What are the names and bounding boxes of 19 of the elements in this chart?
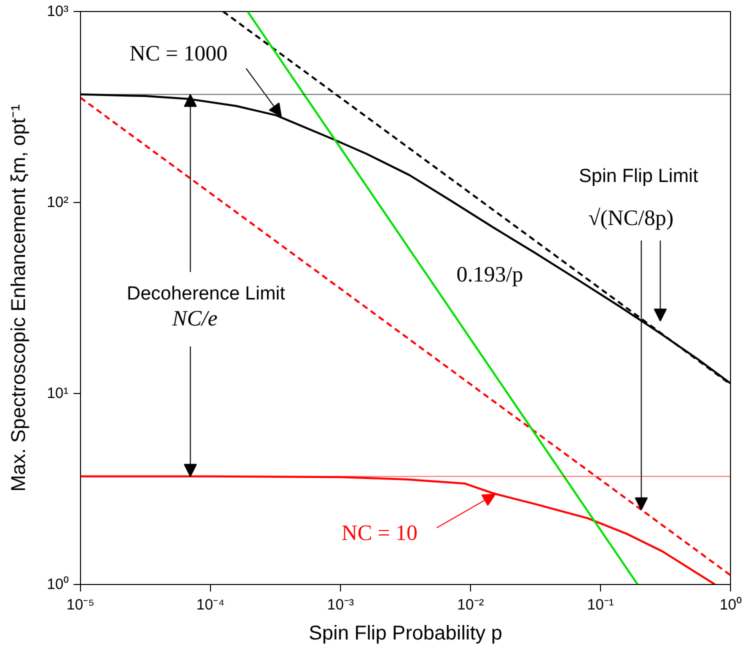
y-tick-label: 10¹ (46, 385, 69, 402)
y-tick-label: 10⁰ (46, 576, 69, 593)
x-tick-label: 10⁻⁵ (66, 596, 94, 614)
y-tick-label: 10² (46, 194, 69, 211)
x-axis-title: Spin Flip Probability p (308, 622, 502, 644)
y-tick-label: 10³ (46, 3, 69, 20)
annotation: NC = 10 (342, 520, 418, 545)
annotation: NC = 1000 (130, 40, 228, 66)
annotation: Spin Flip Limit (578, 166, 699, 187)
y-axis-title: Max. Spectroscopic Enhancement ξm, opt⁻¹ (8, 104, 30, 492)
annotation: Decoherence Limit (126, 283, 286, 304)
annotation: NC/e (171, 305, 218, 330)
x-tick-label: 10⁻² (457, 596, 484, 614)
annotation: 0.193/p (456, 261, 524, 286)
x-tick-label: 10⁻⁴ (196, 596, 225, 614)
x-tick-label: 10⁻¹ (587, 596, 614, 614)
x-tick-label: 10⁰ (720, 596, 742, 614)
annotation: √(NC/8p) (588, 205, 674, 230)
x-tick-label: 10⁻³ (327, 596, 354, 614)
